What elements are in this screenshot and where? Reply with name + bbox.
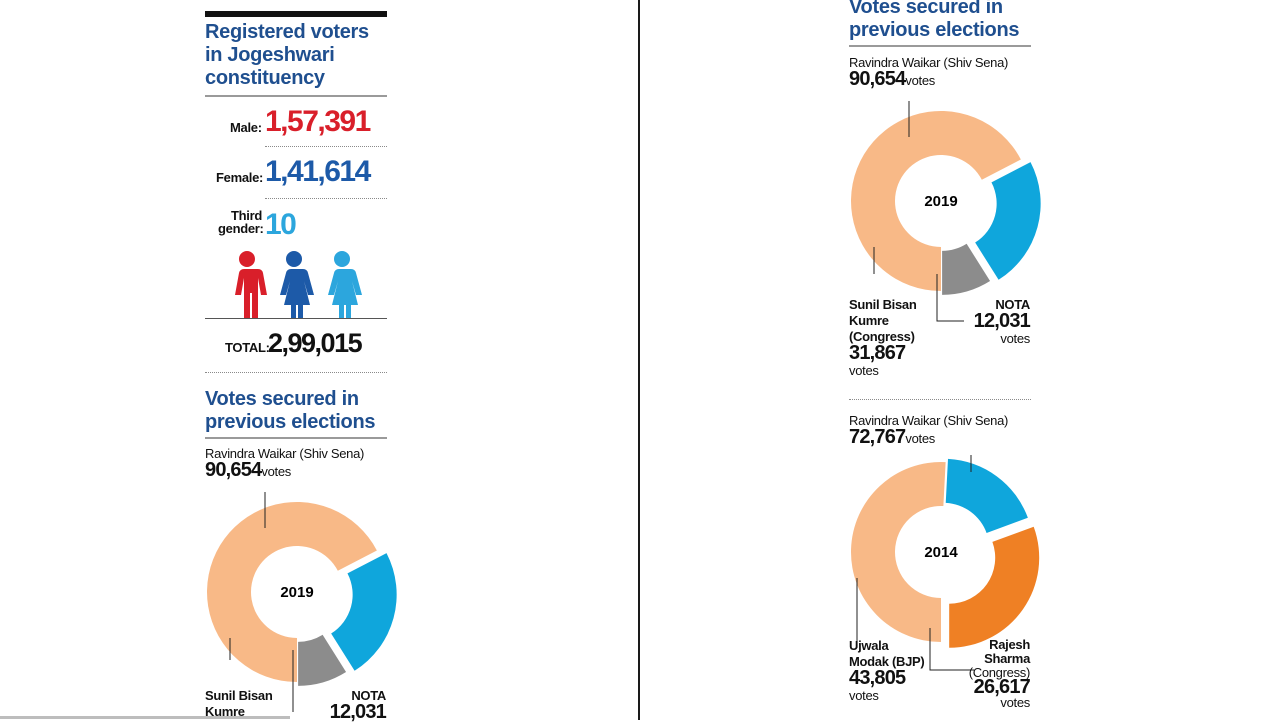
total-label: TOTAL: — [225, 340, 270, 355]
candidate-name-line: (Congress) — [968, 665, 1031, 680]
male-value: 1,57,391 — [265, 105, 371, 138]
third-label-line: Third — [231, 208, 262, 223]
title-line: constituency — [205, 67, 325, 89]
vote-count: 26,617 — [973, 676, 1031, 698]
vote-count: 72,767 — [849, 426, 906, 448]
right-2019-bl-label: Sunil Bisan Kumre (Congress) 31,867 vote… — [849, 297, 917, 379]
right-2014-bl-label: Ujwala Modak (BJP) 43,805 votes — [849, 638, 925, 704]
bottom-scroll-line — [0, 716, 290, 719]
vote-count: 12,031 — [329, 701, 387, 723]
donut-slice-2 — [945, 458, 1028, 533]
candidate-name-line: Kumre — [205, 704, 245, 719]
title-line: previous elections — [849, 19, 1020, 41]
candidate-name-line: Sunil Bisan — [849, 297, 917, 312]
title-line: Votes secured in — [849, 0, 1003, 18]
candidate-name-line: Modak (BJP) — [849, 654, 925, 669]
title-line: Votes secured in — [205, 388, 359, 410]
title-rule — [205, 437, 387, 439]
vote-unit: votes — [1000, 695, 1030, 710]
left-2019-bl-label: Sunil Bisan Kumre — [205, 688, 273, 720]
female-label: Female: — [216, 170, 264, 185]
donut-year-label: 2019 — [924, 193, 957, 210]
separator — [265, 198, 387, 199]
separator — [265, 146, 387, 147]
title-line: previous elections — [205, 411, 376, 433]
donut-slice-3 — [298, 634, 347, 686]
vote-unit: votes — [905, 73, 935, 88]
female-person-icon — [280, 251, 314, 319]
third-gender-person-icon — [328, 251, 362, 319]
donut-year-label: 2019 — [280, 584, 313, 601]
donut-slice-1 — [207, 502, 377, 682]
vote-count: 90,654 — [205, 459, 262, 481]
votes-title-left: Votes secured in previous elections — [205, 388, 376, 434]
vote-unit: votes — [905, 431, 935, 446]
donut-slice-2 — [975, 162, 1041, 280]
vote-unit: votes — [1000, 331, 1030, 346]
male-person-icon — [235, 251, 267, 318]
third-gender-value: 10 — [265, 208, 297, 241]
candidate-name-line: Sunil Bisan — [205, 688, 273, 703]
candidate-name: NOTA — [351, 688, 386, 703]
separator — [205, 372, 387, 373]
candidate-name: Ravindra Waikar (Shiv Sena) — [849, 55, 1009, 70]
donut-slice-3 — [949, 526, 1040, 648]
donut-chart-2014-right: 2014 — [850, 455, 1040, 671]
right-2014-top-label: Ravindra Waikar (Shiv Sena) 72,767votes — [849, 413, 1008, 447]
title-rule — [849, 45, 1031, 47]
candidate-name-line: Rajesh — [989, 637, 1030, 652]
candidate-name-line: Ujwala — [849, 638, 889, 653]
candidate-name-line: Kumre — [849, 313, 889, 328]
left-2019-top-label: Ravindra Waikar (Shiv Sena) 90,654votes — [205, 446, 364, 480]
right-2019-top-label: Ravindra Waikar (Shiv Sena) 90,654votes — [849, 55, 1008, 89]
donut-year-label: 2014 — [924, 544, 958, 561]
donut-slice-3 — [942, 243, 991, 295]
female-value: 1,41,614 — [265, 155, 371, 188]
column-divider — [638, 0, 640, 720]
donut-chart-2019-right: 2019 — [851, 101, 1041, 322]
vote-unit: votes — [849, 688, 879, 703]
third-gender-label: Third gender: — [218, 208, 264, 236]
candidate-name-line: (Congress) — [849, 329, 915, 344]
icons-rule — [205, 318, 387, 319]
candidate-name: Ravindra Waikar (Shiv Sena) — [849, 413, 1009, 428]
donut-chart-2019-left: 2019 — [207, 492, 397, 712]
third-label-line: gender: — [218, 221, 264, 236]
candidate-name: NOTA — [995, 297, 1030, 312]
vote-count: 12,031 — [973, 310, 1031, 332]
separator — [849, 399, 1031, 400]
donut-slice-2 — [331, 553, 397, 671]
total-value: 2,99,015 — [268, 328, 363, 358]
male-label: Male: — [230, 120, 262, 135]
donut-slice-1 — [850, 462, 946, 642]
title-line: Registered voters — [205, 21, 369, 43]
vote-count: 31,867 — [849, 342, 906, 364]
registered-voters-title: Registered voters in Jogeshwari constitu… — [205, 21, 369, 90]
candidate-name-line: Sharma — [984, 651, 1030, 666]
left-2019-br-label: NOTA 12,031 — [328, 688, 387, 723]
leader-line — [936, 274, 964, 322]
header-bar — [205, 11, 387, 17]
title-rule — [205, 95, 387, 97]
right-2014-br-label: Rajesh Sharma (Congress) 26,617 votes — [950, 637, 1031, 710]
vote-unit: votes — [261, 464, 291, 479]
vote-count: 43,805 — [849, 667, 906, 689]
candidate-name: Ravindra Waikar (Shiv Sena) — [205, 446, 365, 461]
donut-slice-1 — [851, 111, 1021, 291]
vote-count: 90,654 — [849, 68, 906, 90]
votes-title-right: Votes secured in previous elections — [849, 0, 1020, 42]
vote-unit: votes — [849, 363, 879, 378]
title-line: in Jogeshwari — [205, 44, 335, 66]
leader-line — [929, 628, 974, 671]
right-2019-br-label: NOTA 12,031 votes — [960, 297, 1031, 347]
